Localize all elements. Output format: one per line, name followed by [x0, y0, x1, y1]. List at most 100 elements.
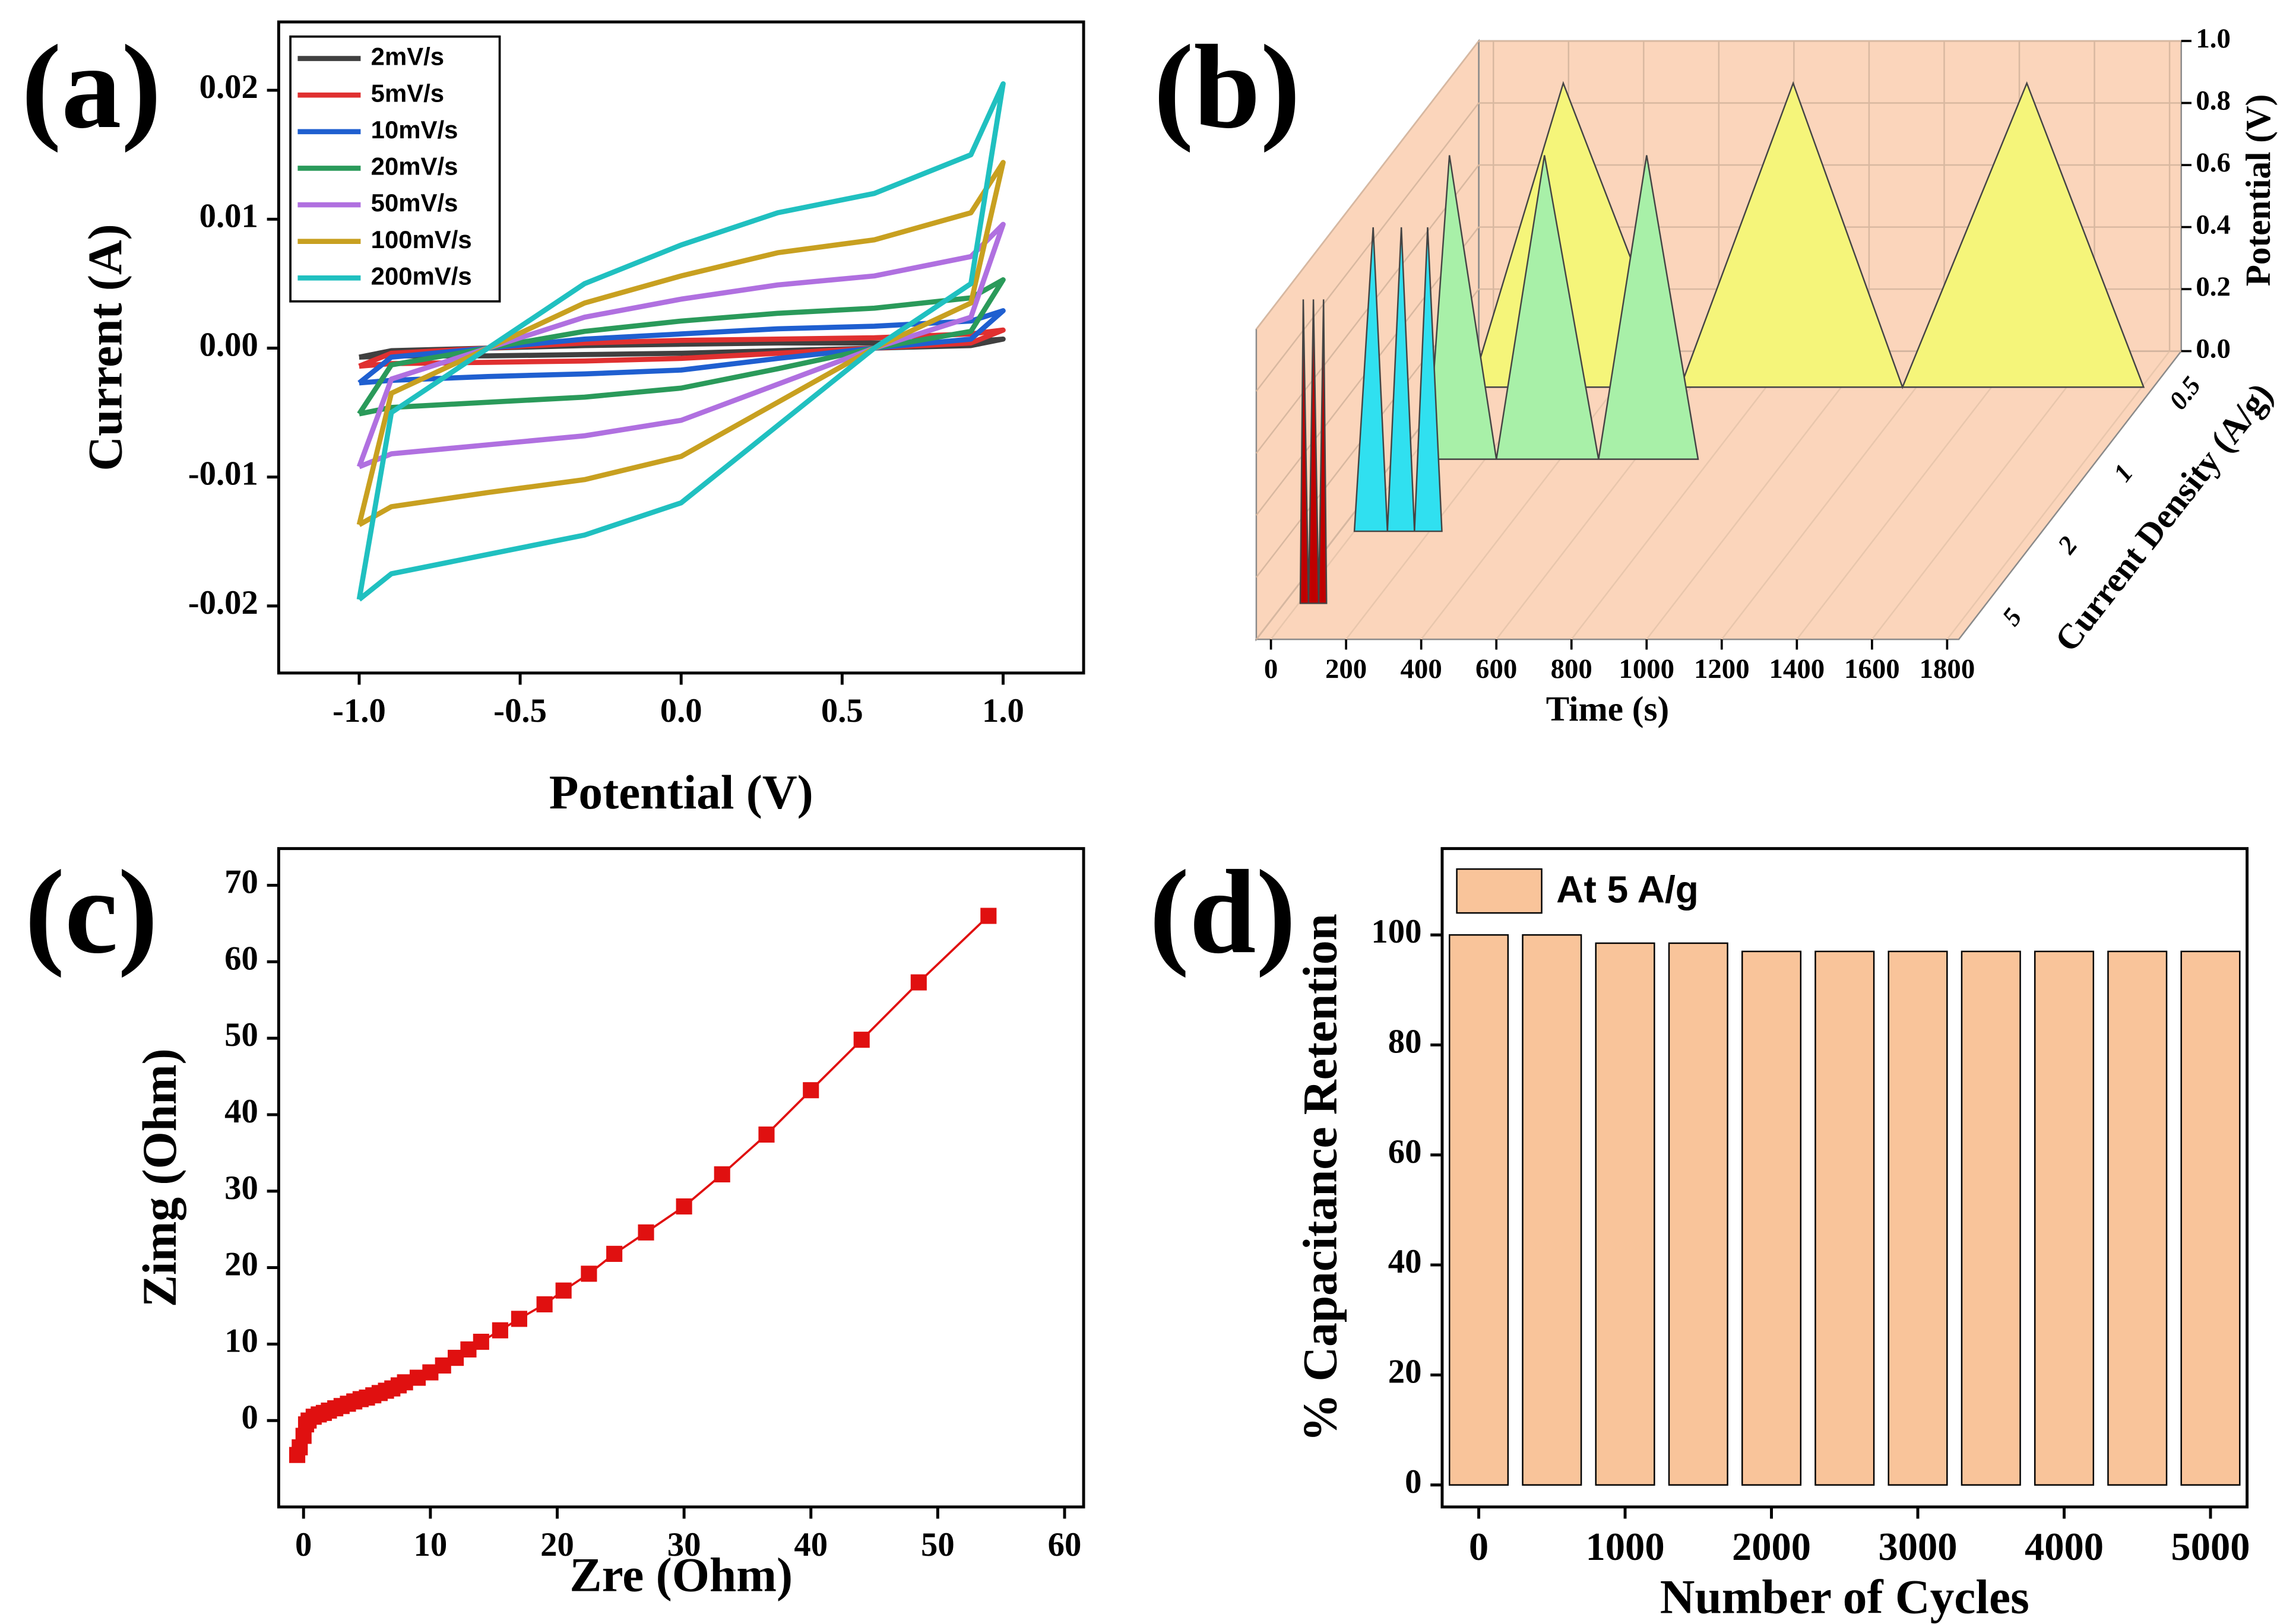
x-tick-label: 20	[540, 1526, 574, 1563]
marker	[638, 1224, 654, 1241]
x-tick-label: -1.0	[332, 692, 386, 729]
x-tick-label: 0.5	[821, 692, 863, 729]
grid-line	[1646, 350, 1870, 640]
y-tick-label: 0.2	[2196, 271, 2231, 302]
series-line	[356, 221, 1006, 470]
series-line	[356, 81, 1006, 602]
y-axis-label: Potential (V)	[2238, 94, 2278, 287]
bar	[1814, 950, 1875, 1486]
x-tick-label: 1600	[1844, 654, 1900, 684]
legend-label: At 5 A/g	[1556, 868, 1699, 911]
marker	[853, 1032, 870, 1048]
x-tick-label: 0	[1469, 1525, 1489, 1569]
x-tick-label: 5000	[2171, 1525, 2250, 1569]
y-tick-label: 20	[1388, 1353, 1422, 1390]
y-tick-label: 80	[1388, 1023, 1422, 1060]
y-tick-label: 0.4	[2196, 209, 2231, 240]
bar	[1522, 934, 1582, 1486]
series-line	[358, 327, 1006, 369]
x-tick-label: 10	[414, 1526, 448, 1563]
plot-frame	[1440, 847, 2249, 1509]
marker	[555, 1282, 572, 1299]
x-tick-label: 1200	[1694, 654, 1750, 684]
y-tick-label: 10	[224, 1322, 258, 1359]
panel-label: (d)	[1149, 845, 1296, 978]
x-tick-label: 600	[1475, 654, 1517, 684]
grid-line	[1255, 40, 1480, 330]
y-tick-label: 100	[1371, 913, 1421, 950]
x-tick-label: 2000	[1732, 1525, 1811, 1569]
x-tick-label: 0.0	[660, 692, 702, 729]
y-tick-label: 50	[224, 1016, 258, 1054]
panel-label: (c)	[25, 845, 158, 978]
panel-label: (b)	[1154, 20, 1300, 153]
marker	[492, 1322, 508, 1338]
bar	[1595, 942, 1655, 1486]
legend-label: 20mV/s	[371, 153, 458, 180]
grid-line	[1420, 350, 1645, 640]
panel-label: (a)	[21, 20, 161, 153]
x-tick-label: 1400	[1769, 654, 1825, 684]
series-line	[356, 160, 1006, 527]
y-axis-label: Current (A)	[79, 224, 132, 471]
bar	[2107, 950, 2168, 1486]
marker	[758, 1126, 775, 1143]
y-tick-label: 0.0	[2196, 333, 2231, 364]
x-tick-label: 60	[1048, 1526, 1082, 1563]
y-axis-label: Zimg (Ohm)	[133, 1048, 186, 1307]
legend-label: 5mV/s	[371, 79, 444, 107]
y-tick-label: 30	[224, 1169, 258, 1207]
y-tick-label: 0.02	[199, 68, 258, 106]
x-tick-label: 400	[1401, 654, 1442, 684]
marker	[581, 1265, 597, 1282]
y-axis-label: % Capacitance Retention	[1293, 914, 1347, 1442]
x-tick-label: 200	[1325, 654, 1367, 684]
x-tick-label: 3000	[1878, 1525, 1957, 1569]
y-tick-label: -0.01	[188, 455, 258, 493]
bar	[1668, 942, 1728, 1486]
series-area	[1427, 155, 1699, 460]
y-tick-label: 0	[242, 1398, 258, 1436]
y-tick-label: 20	[224, 1246, 258, 1283]
x-tick-label: 800	[1551, 654, 1592, 684]
legend-label: 50mV/s	[371, 189, 458, 217]
grid-line	[1570, 350, 1795, 640]
marker	[714, 1166, 730, 1182]
bar	[1961, 950, 2021, 1486]
y-tick-label: 60	[224, 940, 258, 977]
grid-line	[1796, 350, 2020, 640]
y-tick-label: 1.0	[2196, 23, 2231, 54]
grid-line	[1255, 102, 1480, 392]
marker	[676, 1198, 692, 1215]
legend-swatch	[1456, 868, 1543, 914]
plot-frame	[277, 847, 1085, 1509]
marker	[910, 974, 927, 991]
bar	[1741, 950, 1802, 1486]
marker	[473, 1333, 489, 1350]
y-tick-label: 0.8	[2196, 85, 2231, 116]
y-tick-label: 0.6	[2196, 147, 2231, 178]
y-tick-label: 0	[1405, 1463, 1421, 1501]
marker	[536, 1296, 553, 1312]
x-tick-label: 4000	[2025, 1525, 2104, 1569]
x-axis-label: Time (s)	[1546, 689, 1670, 728]
x-tick-label: 1000	[1619, 654, 1674, 684]
grid-line	[1946, 350, 2171, 640]
x-tick-label: -0.5	[493, 692, 547, 729]
x-tick-label: 1000	[1585, 1525, 1664, 1569]
x-axis-label: Potential (V)	[549, 766, 813, 819]
x-axis-label: Number of Cycles	[1660, 1571, 2029, 1624]
x-tick-label: 0	[1264, 654, 1278, 684]
y-tick-label: -0.02	[188, 584, 258, 621]
marker	[980, 908, 997, 924]
y-tick-label: 40	[1388, 1243, 1422, 1280]
series-area	[1299, 299, 1328, 604]
series-line	[357, 308, 1006, 386]
y-tick-label: 0.00	[199, 326, 258, 364]
x-tick-label: 50	[921, 1526, 955, 1563]
bar	[1888, 950, 1948, 1486]
series-area	[1353, 227, 1443, 532]
marker	[511, 1311, 527, 1327]
x-tick-label: 1.0	[982, 692, 1024, 729]
